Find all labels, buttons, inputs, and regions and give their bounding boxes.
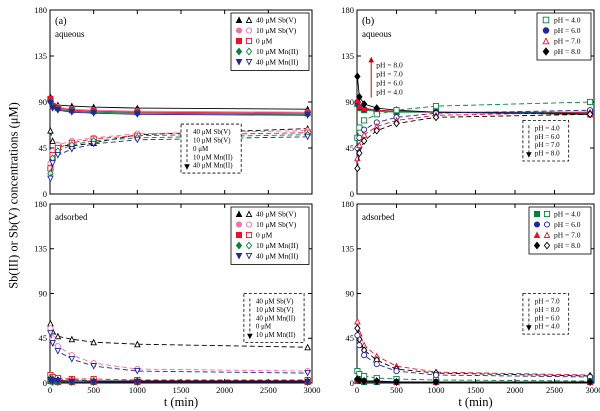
svg-text:0: 0 xyxy=(43,378,47,388)
svg-text:90: 90 xyxy=(39,97,48,107)
svg-text:2500: 2500 xyxy=(260,385,277,395)
svg-text:500: 500 xyxy=(390,385,403,395)
svg-text:45: 45 xyxy=(346,333,355,343)
svg-text:135: 135 xyxy=(34,51,47,61)
svg-text:45: 45 xyxy=(39,333,48,343)
svg-text:aqueous: aqueous xyxy=(362,29,392,39)
svg-text:135: 135 xyxy=(34,244,47,254)
svg-text:0: 0 xyxy=(43,189,47,199)
svg-text:3000: 3000 xyxy=(586,385,600,395)
svg-text:0: 0 xyxy=(350,378,354,388)
svg-text:2000: 2000 xyxy=(507,385,524,395)
svg-text:180: 180 xyxy=(341,5,354,15)
svg-text:pH = 4.0: pH = 4.0 xyxy=(535,124,560,132)
svg-text:0 μM: 0 μM xyxy=(193,145,209,153)
svg-text:90: 90 xyxy=(39,288,48,298)
svg-text:10 μM Sb(V): 10 μM Sb(V) xyxy=(256,306,294,314)
svg-text:40 μM Mn(II): 40 μM Mn(II) xyxy=(256,58,299,67)
svg-text:0: 0 xyxy=(48,385,52,395)
svg-text:aqueous: aqueous xyxy=(55,29,85,39)
svg-text:0 μM: 0 μM xyxy=(256,323,272,331)
svg-text:pH = 8.0: pH = 8.0 xyxy=(535,150,560,158)
svg-text:135: 135 xyxy=(341,244,354,254)
svg-text:pH = 4.0: pH = 4.0 xyxy=(535,323,560,331)
svg-text:0 μM: 0 μM xyxy=(256,37,273,46)
svg-text:0 μM: 0 μM xyxy=(256,231,273,240)
svg-text:pH = 8.0: pH = 8.0 xyxy=(376,61,403,70)
svg-text:180: 180 xyxy=(341,199,354,209)
svg-text:pH = 6.0: pH = 6.0 xyxy=(554,220,581,229)
svg-text:1500: 1500 xyxy=(173,385,190,395)
svg-text:adsorbed: adsorbed xyxy=(362,212,395,222)
svg-text:90: 90 xyxy=(346,288,355,298)
svg-text:40 μM Sb(V): 40 μM Sb(V) xyxy=(256,298,294,306)
svg-text:40 μM Sb(V): 40 μM Sb(V) xyxy=(256,16,297,25)
svg-text:pH = 7.0: pH = 7.0 xyxy=(376,70,403,79)
svg-text:40 μM Mn(II): 40 μM Mn(II) xyxy=(193,162,233,170)
svg-text:0: 0 xyxy=(355,385,359,395)
svg-text:pH = 4.0: pH = 4.0 xyxy=(554,210,581,219)
x-axis-label-b: t (min) xyxy=(458,395,493,409)
svg-text:pH = 8.0: pH = 8.0 xyxy=(535,306,560,314)
svg-text:10 μM Mn(II): 10 μM Mn(II) xyxy=(256,241,299,250)
svg-text:pH = 4.0: pH = 4.0 xyxy=(554,16,581,25)
svg-text:pH = 8.0: pH = 8.0 xyxy=(554,47,581,56)
svg-text:180: 180 xyxy=(34,5,47,15)
y-axis-label: Sb(III) or Sb(V) concentrations (μM) xyxy=(6,102,21,289)
svg-text:40 μM Mn(II): 40 μM Mn(II) xyxy=(256,252,299,261)
svg-text:pH = 8.0: pH = 8.0 xyxy=(554,241,581,250)
svg-text:2500: 2500 xyxy=(546,385,563,395)
svg-text:pH = 6.0: pH = 6.0 xyxy=(376,79,403,88)
svg-text:40 μM Mn(II): 40 μM Mn(II) xyxy=(256,314,296,322)
svg-text:10 μM Mn(II): 10 μM Mn(II) xyxy=(193,153,233,161)
svg-text:pH = 6.0: pH = 6.0 xyxy=(535,314,560,322)
svg-text:pH = 4.0: pH = 4.0 xyxy=(376,88,403,97)
svg-text:pH = 6.0: pH = 6.0 xyxy=(535,133,560,141)
svg-text:(a): (a) xyxy=(55,16,67,27)
svg-text:2000: 2000 xyxy=(216,385,233,395)
svg-text:adsorbed: adsorbed xyxy=(55,212,88,222)
svg-text:10 μM Sb(V): 10 μM Sb(V) xyxy=(256,26,297,35)
svg-text:pH = 7.0: pH = 7.0 xyxy=(535,141,560,149)
svg-text:500: 500 xyxy=(87,385,100,395)
svg-text:40 μM Sb(V): 40 μM Sb(V) xyxy=(256,210,297,219)
svg-text:1000: 1000 xyxy=(428,385,445,395)
svg-text:pH = 7.0: pH = 7.0 xyxy=(554,231,581,240)
svg-text:40 μM Sb(V): 40 μM Sb(V) xyxy=(193,128,231,136)
svg-text:pH = 6.0: pH = 6.0 xyxy=(554,26,581,35)
x-axis-label-a: t (min) xyxy=(163,395,199,409)
svg-text:135: 135 xyxy=(341,51,354,61)
svg-text:pH = 7.0: pH = 7.0 xyxy=(535,298,560,306)
svg-text:45: 45 xyxy=(346,143,355,153)
svg-text:3000: 3000 xyxy=(304,385,321,395)
svg-text:0: 0 xyxy=(350,189,354,199)
svg-text:10 μM Sb(V): 10 μM Sb(V) xyxy=(193,136,231,144)
svg-text:90: 90 xyxy=(346,97,355,107)
svg-text:180: 180 xyxy=(34,199,47,209)
svg-text:(b): (b) xyxy=(362,16,375,27)
svg-text:1000: 1000 xyxy=(129,385,146,395)
svg-text:1500: 1500 xyxy=(467,385,484,395)
svg-text:10 μM Mn(II): 10 μM Mn(II) xyxy=(256,331,296,339)
svg-text:10 μM Mn(II): 10 μM Mn(II) xyxy=(256,47,299,56)
svg-text:pH = 7.0: pH = 7.0 xyxy=(554,37,581,46)
svg-text:10 μM Sb(V): 10 μM Sb(V) xyxy=(256,220,297,229)
svg-text:45: 45 xyxy=(39,143,48,153)
